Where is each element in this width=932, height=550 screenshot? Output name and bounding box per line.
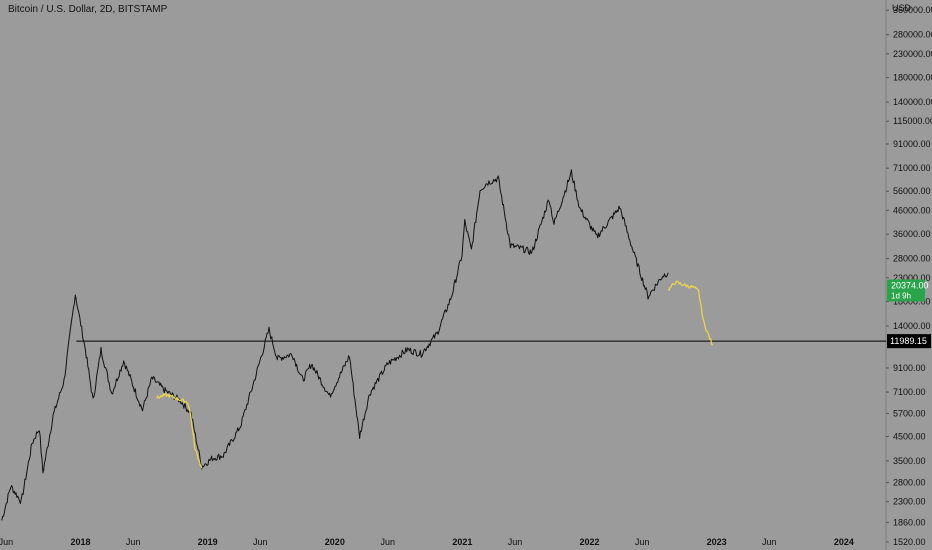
- x-tick-label: Jun: [635, 537, 650, 547]
- level-label: 11989.15: [890, 336, 927, 346]
- y-tick-label: 7100.00: [893, 387, 926, 397]
- y-tick-label: 1860.00: [893, 517, 926, 527]
- y-tick-label: 5700.00: [893, 408, 926, 418]
- x-tick-label: Jun: [508, 537, 523, 547]
- chart-title: Bitcoin / U.S. Dollar, 2D, BITSTAMP: [8, 4, 168, 15]
- y-tick-label: 36000.00: [893, 229, 931, 239]
- y-tick-label: 360000.00: [893, 5, 932, 15]
- y-tick-label: 23000.00: [893, 273, 931, 283]
- x-tick-label: 2022: [579, 537, 599, 547]
- y-tick-label: 91000.00: [893, 139, 931, 149]
- y-tick-label: 28000.00: [893, 254, 931, 264]
- y-tick-label: 280000.00: [893, 30, 932, 40]
- price-tag-value: 20374.00: [891, 281, 929, 291]
- x-tick-label: 2018: [70, 537, 90, 547]
- y-tick-label: 2800.00: [893, 478, 926, 488]
- y-tick-label: 14000.00: [893, 321, 931, 331]
- y-tick-label: 115000.00: [893, 116, 932, 126]
- y-axis-unit: USD: [892, 3, 912, 13]
- y-tick-label: 4500.00: [893, 431, 926, 441]
- y-tick-label: 9100.00: [893, 363, 926, 373]
- x-tick-label: Jun: [126, 537, 141, 547]
- y-tick-label: 3500.00: [893, 456, 926, 466]
- x-axis: Jun 2018 Jun 2019 Jun 2020 Jun 2021 Jun 2022 Jun 20…: [0, 537, 854, 547]
- y-axis: 360000.00 280000.00 230000.00 180000.00 1400…: [886, 5, 932, 547]
- x-tick-label: Jun: [0, 537, 13, 547]
- x-tick-label: Jun: [762, 537, 777, 547]
- fractal-projection-line: [156, 393, 203, 469]
- x-tick-label: 2020: [325, 537, 345, 547]
- x-tick-label: Jun: [381, 537, 396, 547]
- y-tick-label: 2300.00: [893, 497, 926, 507]
- horizontal-level[interactable]: 11989.15: [76, 334, 931, 349]
- x-tick-label: 2019: [198, 537, 218, 547]
- x-tick-label: 2023: [707, 537, 727, 547]
- y-tick-label: 180000.00: [893, 73, 932, 83]
- price-tag-bg: [887, 279, 925, 302]
- y-tick-label: 46000.00: [893, 205, 931, 215]
- y-tick-label: 1520.00: [893, 537, 926, 547]
- fractal-projection-line: [667, 280, 714, 346]
- y-tick-label: 18000.00: [893, 297, 931, 307]
- price-tag-countdown: 1d 9h: [891, 292, 911, 301]
- x-tick-label: 2021: [452, 537, 472, 547]
- x-tick-label: 2024: [834, 537, 854, 547]
- y-tick-label: 56000.00: [893, 186, 931, 196]
- y-tick-label: 230000.00: [893, 49, 932, 59]
- price-line: [1, 169, 669, 521]
- y-tick-label: 140000.00: [893, 97, 932, 107]
- level-label-bg: [887, 334, 931, 349]
- x-tick-label: Jun: [253, 537, 268, 547]
- y-tick-label: 71000.00: [893, 163, 931, 173]
- price-series: [1, 169, 714, 521]
